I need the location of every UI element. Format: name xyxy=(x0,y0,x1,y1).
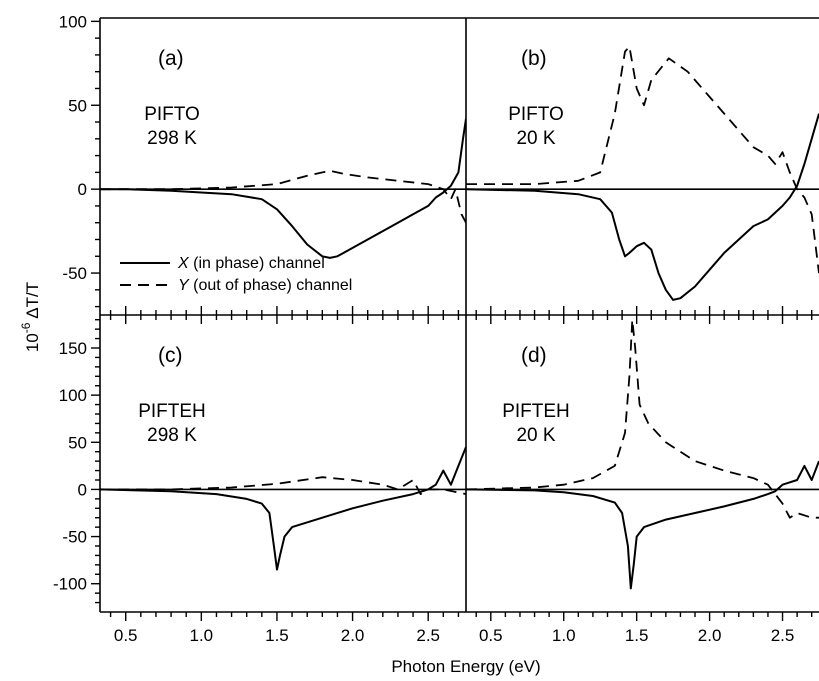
y-tick-label: 0 xyxy=(78,480,87,499)
x-tick-label: 1.0 xyxy=(190,626,214,645)
panels-layer xyxy=(100,45,819,590)
y-tick-label: 50 xyxy=(68,96,87,115)
y-tick-label: 100 xyxy=(59,12,87,31)
sample-name: PIFTEH xyxy=(502,401,570,422)
series-line-y-channel xyxy=(466,318,819,519)
y-tick-label: -50 xyxy=(62,528,87,547)
y-tick-label: 100 xyxy=(59,386,87,405)
panel-tag: (b) xyxy=(521,47,547,70)
sample-name: PIFTEH xyxy=(138,401,206,422)
x-tick-label: 0.5 xyxy=(114,626,138,645)
y-tick-label: -100 xyxy=(53,575,87,594)
sample-temperature: 20 K xyxy=(516,425,555,446)
panel-c-plot xyxy=(100,446,466,571)
series-line-x-channel xyxy=(100,446,466,571)
x-tick-label: 0.5 xyxy=(479,626,503,645)
sample-temperature: 298 K xyxy=(147,425,197,446)
series-line-y-channel xyxy=(100,169,466,224)
panel-b-plot xyxy=(466,45,819,301)
x-tick-label: 2.5 xyxy=(416,626,440,645)
sample-temperature: 298 K xyxy=(147,128,197,149)
series-line-y-channel xyxy=(100,476,466,495)
legend-entry-label: Y (out of phase) channel xyxy=(178,277,352,294)
labels-layer: 0.5 1.0 1.5 2.0 2.5 0.5 1.0 1.5 2.0 2.5 -50 0 50 100 -… xyxy=(53,12,794,645)
y-axis-title-quantity: ΔT/T xyxy=(23,282,42,323)
panel-tag: (c) xyxy=(158,344,183,367)
y-axis-title-exponent: -6 xyxy=(19,322,33,333)
series-line-x-channel xyxy=(466,460,819,590)
legend-entry-label: X (in phase) channel xyxy=(177,255,325,272)
y-tick-label: -50 xyxy=(62,264,87,283)
sample-name: PIFTO xyxy=(144,104,200,125)
x-tick-label: 1.0 xyxy=(552,626,576,645)
y-tick-label: 0 xyxy=(78,180,87,199)
x-tick-label: 1.5 xyxy=(625,626,649,645)
panel-a-plot xyxy=(100,118,466,259)
y-tick-label: 50 xyxy=(68,433,87,452)
sample-temperature: 20 K xyxy=(516,128,555,149)
legend: X (in phase) channel Y (out of phase) cha… xyxy=(120,255,352,294)
x-tick-label: 2.0 xyxy=(341,626,365,645)
y-axis-title: 10-6 ΔT/T xyxy=(19,282,42,352)
sample-name: PIFTO xyxy=(508,104,564,125)
x-tick-label: 1.5 xyxy=(265,626,289,645)
x-tick-label: 2.5 xyxy=(771,626,795,645)
panel-tag: (d) xyxy=(521,344,547,367)
frame-layer xyxy=(91,17,819,621)
panel-tag: (a) xyxy=(158,47,184,70)
x-tick-label: 2.0 xyxy=(698,626,722,645)
panel-d-plot xyxy=(466,318,819,590)
x-axis-title: Photon Energy (eV) xyxy=(391,657,540,676)
y-tick-label: 150 xyxy=(59,339,87,358)
series-line-y-channel xyxy=(466,45,819,274)
y-axis-title-base: 10 xyxy=(23,333,42,352)
series-line-x-channel xyxy=(466,113,819,301)
